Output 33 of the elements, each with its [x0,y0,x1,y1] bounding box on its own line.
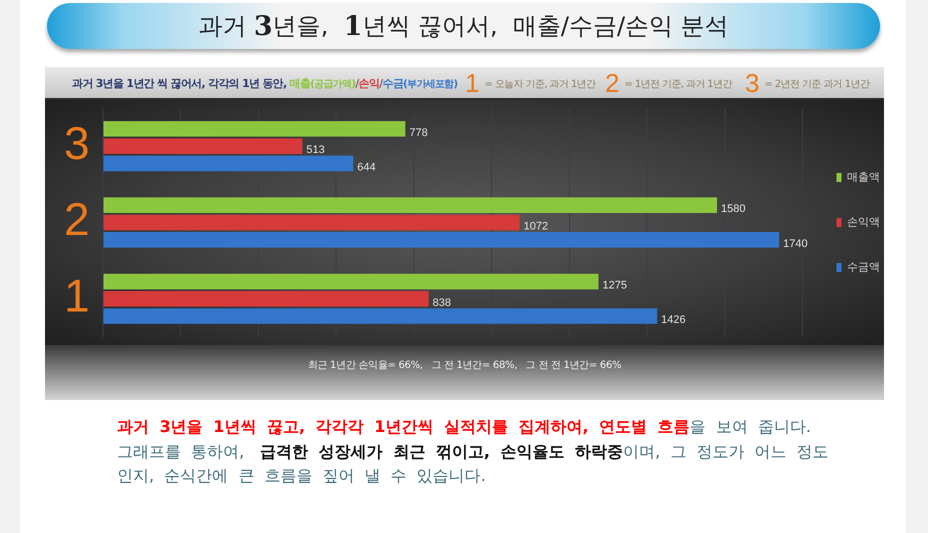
legend-label: 매출액 [847,172,880,184]
data-label: 1275 [602,280,627,292]
y-tick-label: 2 [64,193,90,246]
text: 인지, 순식간에 큰 흐름을 짚어 낼 수 있습니다. [117,466,486,485]
bar [104,274,598,290]
text: 이며, 그 정도가 어느 정도 [623,442,829,460]
text: 을 보여 줍니다. [690,417,811,436]
bar [104,197,718,213]
data-label: 1426 [661,314,686,326]
bar [104,291,429,307]
text: 급격한 성장세가 최근 꺾이고, 손익율도 하락중 [260,442,624,460]
bar [104,156,354,172]
data-label: 1580 [721,203,746,216]
text: 과거 3년을 1년씩 끊고, 각각각 1년간씩 실적치를 집계하여, 연도별 흐름 [117,417,690,436]
data-label: 513 [306,144,325,156]
data-label: 1740 [783,238,808,250]
bar [104,308,658,324]
bar [104,214,520,230]
bar [104,121,406,137]
chart-subtitle: 과거 3년을 1년간 씩 끊어서, 각각의 1년 동안, 매출(공급가액)/손익/수금(부가세포함) [72,76,458,91]
data-label: 778 [409,126,428,139]
bar [104,138,302,154]
legend-label: 손익액 [847,216,880,229]
data-label: 1072 [524,220,548,233]
bar [104,232,780,248]
text: 그래프를 통하여, [117,442,244,460]
y-tick-label: 1 [64,270,90,322]
legend-label: 수금액 [847,262,880,274]
y-tick-label: 3 [64,116,90,169]
chart-title: 과거 3년을, 1년씩 끊어서, 매출/수금/손익 분석 [198,10,729,42]
data-label: 644 [357,162,376,174]
text: 최근 1년간 손익율= 66%, 그 전 1년간= 68%, 그 전 전 1년간= 66% [306,359,622,372]
data-label: 838 [432,296,452,309]
